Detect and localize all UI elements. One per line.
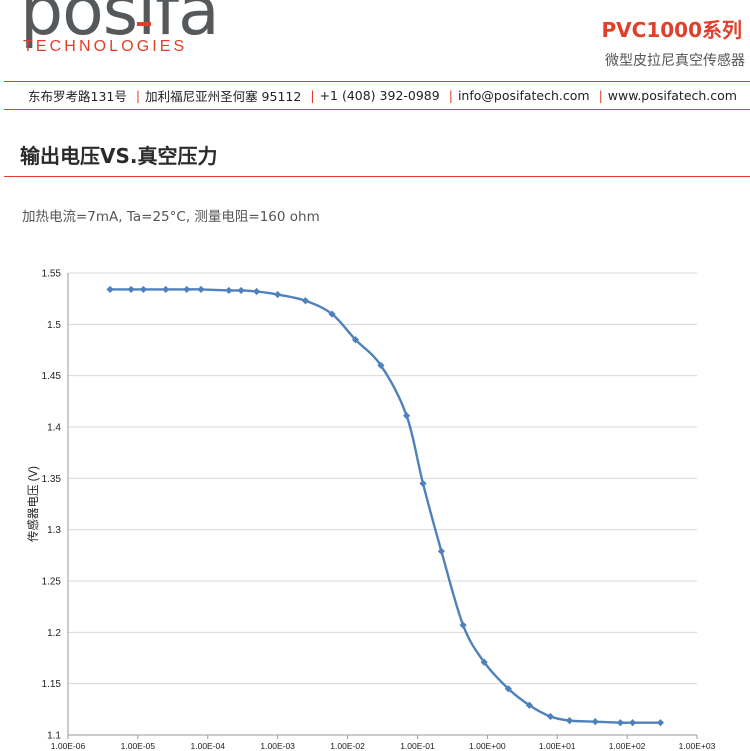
y-tick-label: 1.35 xyxy=(42,474,62,485)
data-point xyxy=(656,719,665,727)
contact-website[interactable]: www.posifatech.com xyxy=(607,88,737,103)
data-point xyxy=(591,718,599,726)
contact-city: 加利福尼亚州圣何塞 95112 xyxy=(145,89,302,104)
contact-email[interactable]: info@posifatech.com xyxy=(457,88,590,103)
contact-bar: 东布罗考路131号 | 加利福尼亚州圣何塞 95112 | +1 (408) 3… xyxy=(4,81,750,110)
contact-separator: | xyxy=(448,88,453,103)
data-point xyxy=(459,621,467,629)
data-point xyxy=(616,719,624,727)
data-point xyxy=(237,286,245,295)
data-point xyxy=(504,685,512,693)
series-line xyxy=(110,288,661,724)
y-tick-label: 1.4 xyxy=(47,423,61,434)
y-tick-label: 1.45 xyxy=(42,371,62,382)
contact-separator: | xyxy=(310,88,315,103)
data-point xyxy=(351,336,360,344)
data-point xyxy=(419,479,427,488)
data-point xyxy=(629,719,637,727)
x-tick-label: 1.00E-01 xyxy=(400,741,435,751)
contact-separator: | xyxy=(135,88,141,103)
data-point xyxy=(106,285,114,294)
data-point xyxy=(139,285,148,294)
x-tick-label: 1.00E-02 xyxy=(330,741,365,751)
posifa-logo: posifa TECHNOLOGIES xyxy=(20,0,250,60)
data-point xyxy=(301,297,310,305)
logo-accent-mark xyxy=(137,22,151,26)
x-tick-label: 1.00E-05 xyxy=(121,741,156,751)
test-conditions: 加热电流=7mA, Ta=25°C, 测量电阻=160 ohm xyxy=(22,209,320,225)
contact-separator: | xyxy=(598,88,603,103)
x-tick-label: 1.00E-03 xyxy=(260,741,295,751)
voltage-vs-pressure-chart: 1.1 1.15 1.2 1.25 1.3 1.35 1.4 1.45 1.5 1.55 1.00E… xyxy=(26,269,716,751)
y-tick-label: 1.2 xyxy=(47,628,61,639)
x-tick-label: 1.00E-06 xyxy=(51,741,86,751)
x-tick-label: 1.00E-04 xyxy=(191,741,226,751)
data-point xyxy=(274,290,282,299)
x-tick-label: 1.00E+02 xyxy=(609,741,646,751)
y-tick-label: 1.25 xyxy=(42,577,62,588)
data-point xyxy=(525,701,534,709)
data-point xyxy=(437,547,445,555)
data-point xyxy=(183,285,191,294)
section-title: 输出电压VS.真空压力 xyxy=(20,144,218,168)
logo-subtitle: TECHNOLOGIES xyxy=(23,38,188,55)
data-point xyxy=(162,285,170,294)
data-point xyxy=(127,285,135,294)
y-tick-label: 1.55 xyxy=(42,269,62,280)
data-point xyxy=(197,285,205,294)
x-tick-label: 1.00E+00 xyxy=(469,741,506,751)
product-title: PVC1000系列 xyxy=(601,18,742,42)
y-axis-label: 传感器电压 (V) xyxy=(26,466,40,542)
data-point xyxy=(377,361,385,369)
y-tick-label: 1.1 xyxy=(47,731,61,742)
section-divider xyxy=(4,176,750,177)
data-point xyxy=(403,412,411,420)
product-subtitle: 微型皮拉尼真空传感器 xyxy=(605,53,745,69)
logo-wordmark: posifa xyxy=(20,0,220,51)
x-tick-label: 1.00E+03 xyxy=(679,741,716,751)
y-tick-label: 1.3 xyxy=(47,525,61,536)
contact-address: 东布罗考路131号 xyxy=(28,89,127,104)
data-point xyxy=(253,287,261,296)
data-point xyxy=(480,658,488,666)
x-tick-label: 1.00E+01 xyxy=(539,741,576,751)
data-point xyxy=(546,712,555,721)
contact-phone: +1 (408) 392-0989 xyxy=(319,88,440,103)
y-tick-label: 1.15 xyxy=(42,679,62,690)
y-tick-label: 1.5 xyxy=(47,320,61,331)
data-point xyxy=(225,286,233,295)
data-point xyxy=(565,717,574,725)
